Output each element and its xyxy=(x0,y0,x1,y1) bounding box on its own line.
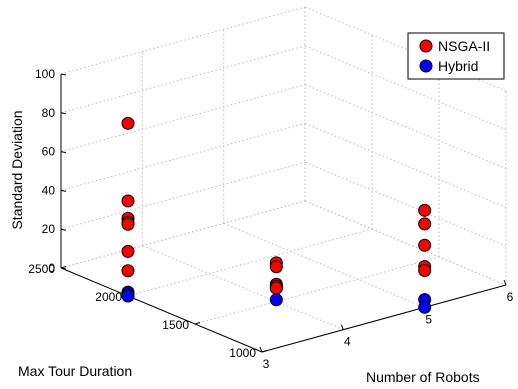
z-tick-label: 80 xyxy=(42,106,56,120)
nsga-ii-point xyxy=(121,264,135,278)
x-tick-label: 1500 xyxy=(162,318,189,332)
side-wall-grid-line xyxy=(304,200,507,286)
hybrid-point xyxy=(121,289,135,303)
grid-layer xyxy=(60,6,507,353)
z-tick-label: 100 xyxy=(35,67,55,81)
nsga-ii-point xyxy=(121,116,135,130)
x-tick-label: 2000 xyxy=(95,290,122,304)
nsga-ii-point xyxy=(418,263,432,277)
side-wall-grid-line xyxy=(304,161,507,247)
z-tick-label: 60 xyxy=(42,145,56,159)
legend-label-nsga: NSGA-II xyxy=(438,38,490,54)
y-tick-mark xyxy=(503,279,507,286)
x-tick-label: 1000 xyxy=(229,346,256,360)
nsga-ii-point xyxy=(121,244,135,258)
back-wall-grid-line xyxy=(60,45,306,114)
hybrid-point xyxy=(269,293,283,307)
nsga-ii-point xyxy=(269,281,283,295)
nsga-ii-point xyxy=(269,260,283,274)
data-points xyxy=(121,116,432,314)
nsga-ii-point xyxy=(418,203,432,217)
hybrid-point xyxy=(418,300,432,314)
legend-marker-nsga xyxy=(419,39,433,53)
z-tick-mark xyxy=(60,151,67,154)
z-tick-mark xyxy=(60,228,67,231)
z-tick-label: 0 xyxy=(48,261,55,275)
y-tick-label: 4 xyxy=(344,335,351,349)
x-axis-line xyxy=(60,267,263,353)
x-tick-mark xyxy=(194,322,201,325)
axis-layer xyxy=(60,73,507,353)
side-wall-grid-line xyxy=(304,122,507,208)
legend-label-hybrid: Hybrid xyxy=(438,58,478,74)
z-tick-mark xyxy=(60,189,67,192)
z-axis-label: Standard Deviation xyxy=(9,110,25,229)
back-wall-grid-line xyxy=(60,6,306,75)
x-tick-label: 2500 xyxy=(28,262,55,276)
y-tick-mark xyxy=(259,346,263,353)
x-tick-mark xyxy=(261,350,268,353)
x-axis-label: Max Tour Duration xyxy=(18,363,132,379)
back-wall-grid-line xyxy=(60,84,306,153)
legend: NSGA-II Hybrid xyxy=(407,32,505,80)
nsga-ii-point xyxy=(121,194,135,208)
side-wall-grid-line xyxy=(304,45,507,131)
z-tick-mark xyxy=(60,112,67,115)
floor-grid-line xyxy=(142,245,344,331)
back-wall-grid-line xyxy=(60,122,306,191)
nsga-ii-point xyxy=(418,217,432,231)
y-tick-label: 3 xyxy=(263,357,270,371)
y-axis-line xyxy=(261,284,507,353)
legend-marker-hybrid xyxy=(419,59,433,73)
y-axis-label: Number of Robots xyxy=(366,369,480,385)
y-tick-label: 6 xyxy=(507,290,514,304)
z-tick-label: 20 xyxy=(42,222,56,236)
y-tick-mark xyxy=(340,324,344,330)
side-wall-grid-line xyxy=(304,84,507,170)
back-wall-grid-line xyxy=(60,161,306,230)
z-tick-label: 40 xyxy=(42,183,56,197)
z-tick-mark xyxy=(60,267,67,270)
z-tick-mark xyxy=(60,73,67,76)
floor-grid-line xyxy=(223,222,425,308)
y-tick-label: 5 xyxy=(425,312,432,326)
nsga-ii-point xyxy=(121,217,135,231)
nsga-ii-point xyxy=(418,238,432,252)
